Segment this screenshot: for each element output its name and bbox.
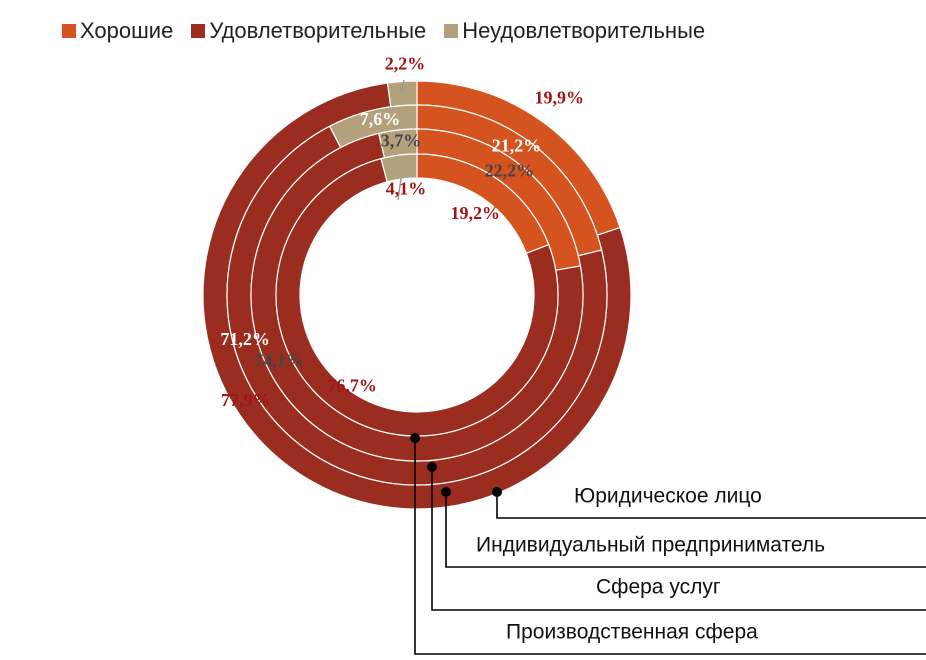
ring-name-individual-entrepreneur: Индивидуальный предприниматель: [476, 534, 825, 557]
ring-name-services: Сфера услуг: [596, 576, 721, 599]
legend-label-satisfactory: Удовлетворительные: [209, 18, 427, 43]
leader-line-legal-entity: [496, 492, 926, 519]
leader-tick-outer: [400, 79, 405, 94]
legend-swatch-good: [62, 24, 76, 38]
label-production-unsatisfactory: 4,1%: [386, 179, 427, 199]
label-services-unsatisfactory: 3,7%: [381, 130, 422, 150]
leader-line-services: [431, 467, 926, 611]
legend-item-good: Хорошие: [62, 18, 173, 44]
leader-line-production: [414, 438, 926, 655]
legend-label-unsatisfactory: Неудовлетворительные: [462, 18, 706, 43]
segment-production-unsatisfactory: [380, 153, 418, 183]
ring-name-production: Производственная сфера: [506, 621, 758, 644]
value-labels: 19,9% 77,9% 2,2% 21,2% 71,2% 7,6% 22,2% 74,1% 3,…: [220, 53, 584, 410]
leader-tick-inner: [397, 177, 402, 201]
ring-name-leaders: Юридическое лицо Индивидуальный предприни…: [410, 433, 926, 655]
label-individual-entrepreneur-satisfactory: 71,2%: [220, 329, 270, 349]
leader-dot-individual-entrepreneur: [441, 487, 451, 497]
leader-dot-services: [427, 462, 437, 472]
legend-swatch-unsatisfactory: [444, 24, 459, 38]
legend-swatch-satisfactory: [191, 24, 206, 38]
label-production-good: 19,2%: [450, 203, 500, 223]
leader-line-individual-entrepreneur: [445, 492, 926, 568]
ring-segments: [202, 80, 632, 510]
label-production-satisfactory: 76,7%: [327, 376, 377, 396]
leader-dot-legal-entity: [492, 487, 502, 497]
label-individual-entrepreneur-unsatisfactory: 7,6%: [360, 109, 401, 129]
ring-name-legal-entity: Юридическое лицо: [574, 485, 762, 508]
label-services-good: 22,2%: [485, 161, 535, 181]
legend-item-unsatisfactory: Неудовлетворительные: [444, 18, 705, 44]
label-legal-entity-good: 19,9%: [534, 87, 584, 107]
chart-legend: Хорошие Удовлетворительные Неудовлетвори…: [62, 18, 705, 44]
label-individual-entrepreneur-good: 21,2%: [492, 136, 542, 156]
legend-item-satisfactory: Удовлетворительные: [191, 18, 426, 44]
segment-production-satisfactory: [275, 157, 559, 437]
leader-dot-production: [410, 433, 420, 443]
label-services-satisfactory: 74,1%: [254, 350, 304, 370]
label-legal-entity-unsatisfactory: 2,2%: [385, 53, 426, 73]
label-legal-entity-satisfactory: 77,9%: [221, 390, 271, 410]
legend-label-good: Хорошие: [80, 18, 174, 43]
